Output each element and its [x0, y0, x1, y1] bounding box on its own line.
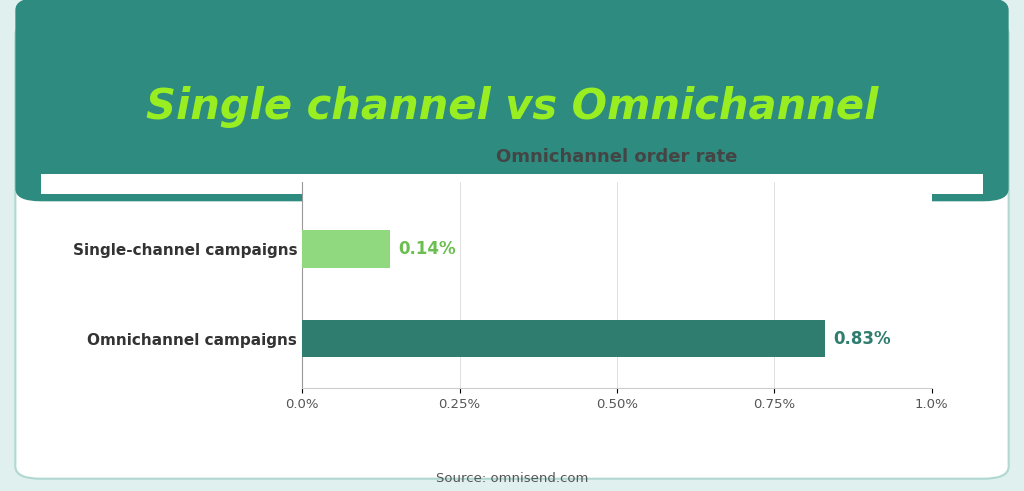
- Bar: [41, 174, 983, 194]
- Title: Omnichannel order rate: Omnichannel order rate: [497, 148, 737, 166]
- FancyBboxPatch shape: [15, 22, 1009, 479]
- Text: Source: omnisend.com: Source: omnisend.com: [436, 472, 588, 485]
- FancyBboxPatch shape: [15, 0, 1009, 201]
- Bar: [302, 230, 390, 268]
- Text: Single channel vs Omnichannel: Single channel vs Omnichannel: [145, 86, 879, 128]
- Text: 0.14%: 0.14%: [398, 240, 456, 258]
- Bar: [302, 320, 824, 357]
- Text: 0.83%: 0.83%: [833, 329, 891, 348]
- Bar: [41, 160, 983, 189]
- Bar: [41, 34, 983, 177]
